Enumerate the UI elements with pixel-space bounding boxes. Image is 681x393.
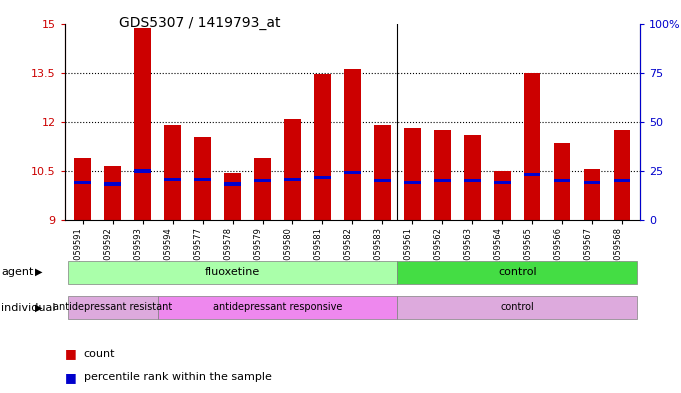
Bar [554,143,571,220]
Text: GSM1059581: GSM1059581 [313,227,322,283]
Text: GSM1059591: GSM1059591 [74,227,82,283]
Bar [434,130,451,220]
Bar [398,261,637,284]
Text: GSM1059563: GSM1059563 [463,227,473,283]
Text: GSM1059578: GSM1059578 [223,227,232,283]
Bar [254,158,271,220]
Text: GSM1059582: GSM1059582 [343,227,352,283]
Bar [434,179,451,182]
Bar [224,182,241,186]
Text: ■: ■ [65,347,76,360]
Text: control: control [501,302,534,312]
Text: GSM1059594: GSM1059594 [163,227,172,283]
Bar [157,296,398,319]
Bar [67,261,398,284]
Bar [494,171,511,220]
Text: GSM1059577: GSM1059577 [193,227,202,283]
Bar [134,29,151,220]
Bar [524,73,541,220]
Text: fluoxetine: fluoxetine [205,266,260,277]
Text: individual: individual [1,303,56,312]
Bar [464,179,481,182]
Bar [404,181,421,184]
Bar [398,296,637,319]
Text: GSM1059561: GSM1059561 [403,227,413,283]
Text: count: count [84,349,115,359]
Bar [194,178,211,181]
Bar [464,135,481,220]
Bar [104,182,121,186]
Bar [134,169,151,173]
Text: GSM1059593: GSM1059593 [133,227,142,283]
Text: GSM1059568: GSM1059568 [613,227,622,283]
Text: ▶: ▶ [35,303,43,312]
Bar [524,173,541,176]
Text: GSM1059583: GSM1059583 [373,227,383,283]
Bar [494,181,511,184]
Bar [74,181,91,184]
Bar [164,125,181,220]
Bar [374,179,391,182]
Bar [314,176,331,179]
Bar [67,296,157,319]
Bar [74,158,91,220]
Bar [224,173,241,220]
Bar [374,125,391,220]
Text: GSM1059567: GSM1059567 [583,227,592,283]
Bar [614,130,631,220]
Text: agent: agent [1,267,34,277]
Text: GSM1059562: GSM1059562 [433,227,443,283]
Bar [554,179,571,182]
Text: GSM1059565: GSM1059565 [523,227,533,283]
Bar [584,181,601,184]
Bar [344,70,361,220]
Text: GSM1059579: GSM1059579 [253,227,262,283]
Text: ▶: ▶ [35,267,43,277]
Bar [614,179,631,182]
Bar [284,178,301,181]
Text: GSM1059566: GSM1059566 [553,227,563,283]
Bar [404,129,421,220]
Text: GSM1059580: GSM1059580 [283,227,292,283]
Bar [314,74,331,220]
Bar [254,179,271,182]
Bar [284,119,301,220]
Bar [104,166,121,220]
Bar [344,171,361,174]
Text: control: control [498,266,537,277]
Bar [584,169,601,220]
Text: GSM1059592: GSM1059592 [104,227,112,283]
Text: GSM1059564: GSM1059564 [493,227,503,283]
Bar [194,136,211,220]
Text: ■: ■ [65,371,76,384]
Text: antidepressant resistant: antidepressant resistant [53,302,172,312]
Text: GDS5307 / 1419793_at: GDS5307 / 1419793_at [119,16,281,30]
Text: antidepressant responsive: antidepressant responsive [212,302,342,312]
Bar [164,178,181,181]
Text: percentile rank within the sample: percentile rank within the sample [84,372,272,382]
